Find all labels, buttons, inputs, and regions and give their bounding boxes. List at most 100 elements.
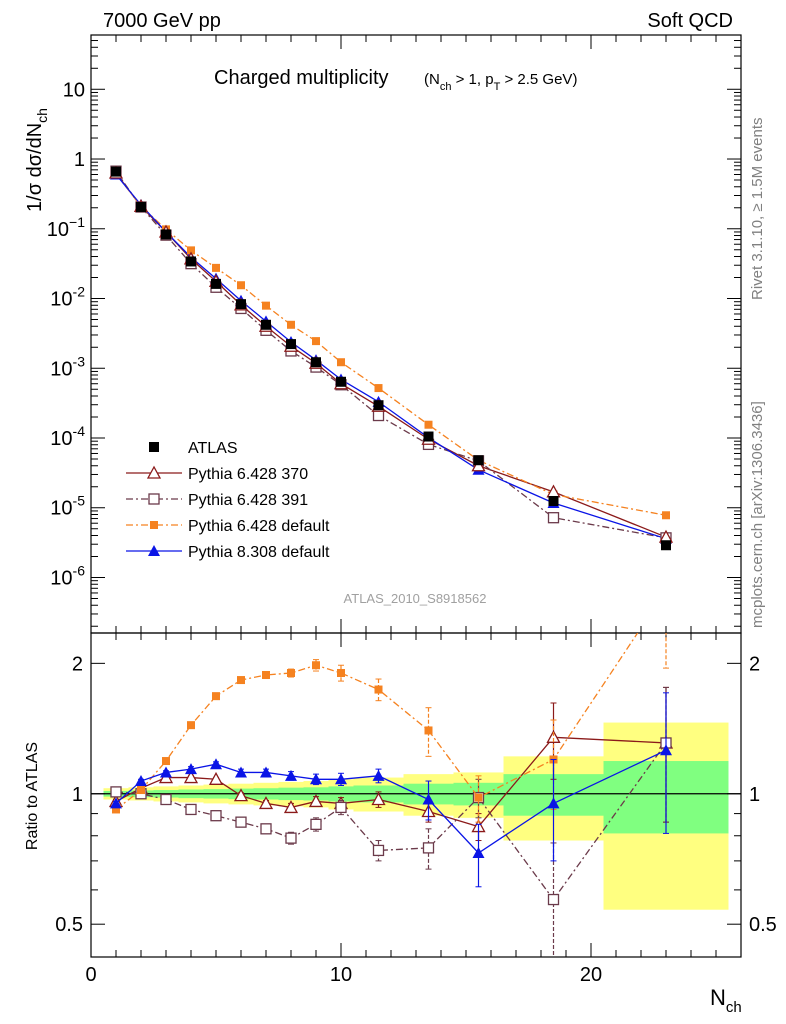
ratio-y-tick-label-left: 2 bbox=[72, 653, 83, 675]
main-point-p6_default bbox=[262, 301, 270, 310]
mcplots-reference-label: mcplots.cern.ch [arXiv:1306.3436] bbox=[749, 401, 766, 628]
ratio-point-p6_default bbox=[212, 692, 220, 701]
main-point-p6_370 bbox=[546, 484, 561, 498]
ratio-point-p6_default bbox=[187, 721, 195, 730]
ratio-y-axis-label: Ratio to ATLAS bbox=[24, 742, 41, 850]
main-point-data bbox=[186, 256, 196, 267]
main-point-data bbox=[161, 229, 171, 240]
x-axis-label: Nch bbox=[710, 985, 742, 1016]
main-point-data bbox=[336, 376, 346, 387]
main-point-data bbox=[423, 431, 434, 442]
main-title: Charged multiplicity bbox=[214, 67, 389, 89]
ratio-point-p8_default bbox=[285, 769, 297, 781]
main-markers-p6_391 bbox=[110, 165, 672, 544]
ratio-line-p6_default bbox=[115, 633, 639, 810]
ratio-point-p6_391 bbox=[310, 818, 322, 830]
ratio-point-p6_default bbox=[337, 668, 345, 677]
ratio-point-p8_default bbox=[185, 763, 197, 775]
ratio-y-tick-label-right: 2 bbox=[749, 653, 760, 675]
legend-marker-p8_default bbox=[148, 545, 160, 556]
ratio-panel: 0 10 20 0.5 0.5 1 1 2 2 bbox=[55, 586, 777, 986]
main-series-p8_default bbox=[115, 174, 667, 540]
ratio-point-p6_370 bbox=[371, 792, 386, 806]
ratio-point-p8_default bbox=[472, 846, 485, 858]
ratio-point-p6_391 bbox=[210, 810, 222, 822]
legend-entry-p6_391: Pythia 6.428 391 bbox=[126, 492, 308, 509]
main-series-p6_default bbox=[115, 173, 667, 516]
ratio-point-p6_370 bbox=[546, 729, 561, 743]
ratio-y-tick-label-left: 0.5 bbox=[55, 914, 83, 936]
main-point-p6_default bbox=[374, 384, 383, 393]
ratio-point-p6_391 bbox=[422, 842, 435, 854]
ratio-point-p6_391 bbox=[285, 832, 297, 844]
ratio-point-p8_default bbox=[335, 773, 347, 785]
ratio-point-p6_391 bbox=[185, 803, 197, 816]
x-tick-label: 10 bbox=[330, 964, 352, 986]
main-y-tick-label: 1 bbox=[74, 149, 85, 171]
ratio-point-p6_default bbox=[662, 586, 670, 594]
legend-marker-p6_391 bbox=[148, 493, 160, 505]
main-panel: 10 1 10−1 10-2 10-3 10-4 10-5 10-6 bbox=[47, 34, 742, 634]
ratio-point-p6_default bbox=[137, 786, 145, 795]
ratio-point-p6_default bbox=[162, 757, 170, 766]
main-point-data bbox=[111, 166, 121, 177]
legend-marker-p6_370 bbox=[146, 465, 162, 479]
main-point-p6_391 bbox=[547, 512, 560, 524]
main-point-data bbox=[286, 339, 296, 350]
main-y-tick-label: 10 bbox=[63, 79, 85, 101]
ratio-point-p6_default bbox=[312, 661, 320, 670]
ratio-point-p6_default bbox=[287, 668, 295, 677]
main-point-p6_default bbox=[187, 246, 195, 255]
header-group-label: Soft QCD bbox=[647, 10, 733, 32]
ratio-point-p8_default bbox=[135, 775, 147, 787]
main-point-p6_default bbox=[287, 320, 295, 329]
ratio-point-p6_default bbox=[474, 793, 483, 802]
x-tick-label: 0 bbox=[85, 964, 96, 986]
ratio-point-p6_370 bbox=[258, 796, 274, 810]
main-point-p6_default bbox=[424, 420, 433, 429]
ratio-point-p8_default bbox=[160, 766, 172, 778]
ratio-point-p6_391 bbox=[110, 786, 122, 798]
legend-marker-data bbox=[149, 442, 159, 452]
main-line-p6_391 bbox=[115, 170, 667, 539]
main-point-p6_default bbox=[237, 281, 245, 290]
ratio-y-tick-label-right: 0.5 bbox=[749, 914, 777, 936]
main-series-p6_391 bbox=[115, 170, 667, 539]
main-point-data bbox=[473, 455, 484, 466]
main-y-axis-label: 1/σ dσ/dNch bbox=[24, 108, 50, 212]
ratio-point-p8_default bbox=[235, 766, 247, 778]
ratio-y-tick-label-left: 1 bbox=[72, 784, 83, 806]
ratio-point-p6_391 bbox=[372, 844, 385, 857]
legend-entry-p6_default: Pythia 6.428 default bbox=[126, 518, 330, 535]
ratio-y-tick-label-right: 1 bbox=[749, 784, 760, 806]
ratio-point-p8_default bbox=[110, 797, 122, 809]
main-point-p6_default bbox=[337, 358, 345, 367]
main-point-data bbox=[548, 495, 559, 506]
analysis-id-label: ATLAS_2010_S8918562 bbox=[344, 591, 487, 606]
legend-label-p6_default: Pythia 6.428 default bbox=[188, 518, 330, 535]
legend-label-p6_370: Pythia 6.428 370 bbox=[188, 466, 308, 483]
main-point-p6_default bbox=[312, 337, 320, 346]
main-point-data bbox=[211, 278, 221, 289]
ratio-point-p8_default bbox=[372, 769, 385, 781]
ratio-point-p6_default bbox=[262, 670, 270, 679]
main-y-tick-label: 10-2 bbox=[50, 284, 85, 311]
ratio-point-p6_default bbox=[112, 805, 120, 814]
ratio-point-p6_370 bbox=[183, 770, 199, 784]
ratio-uncertainty-bands bbox=[103, 722, 729, 910]
ratio-point-p8_default bbox=[260, 766, 272, 778]
main-point-data bbox=[661, 540, 671, 551]
main-title-cuts: (Nch > 1, pT > 2.5 GeV) bbox=[424, 71, 577, 93]
main-line-p6_default bbox=[115, 173, 667, 516]
main-y-tick-label: 10-6 bbox=[50, 562, 85, 589]
main-markers-p6_370 bbox=[108, 165, 674, 543]
main-markers-p8_default bbox=[110, 168, 672, 544]
legend-label-data: ATLAS bbox=[188, 440, 238, 457]
main-point-p6_370 bbox=[471, 458, 486, 472]
ratio-series-p8_default bbox=[110, 692, 672, 888]
rivet-version-label: Rivet 3.1.10, ≥ 1.5M events bbox=[749, 118, 766, 301]
main-line-p8_default bbox=[115, 174, 667, 540]
ratio-point-p6_391 bbox=[335, 801, 347, 814]
main-point-data bbox=[311, 357, 321, 368]
